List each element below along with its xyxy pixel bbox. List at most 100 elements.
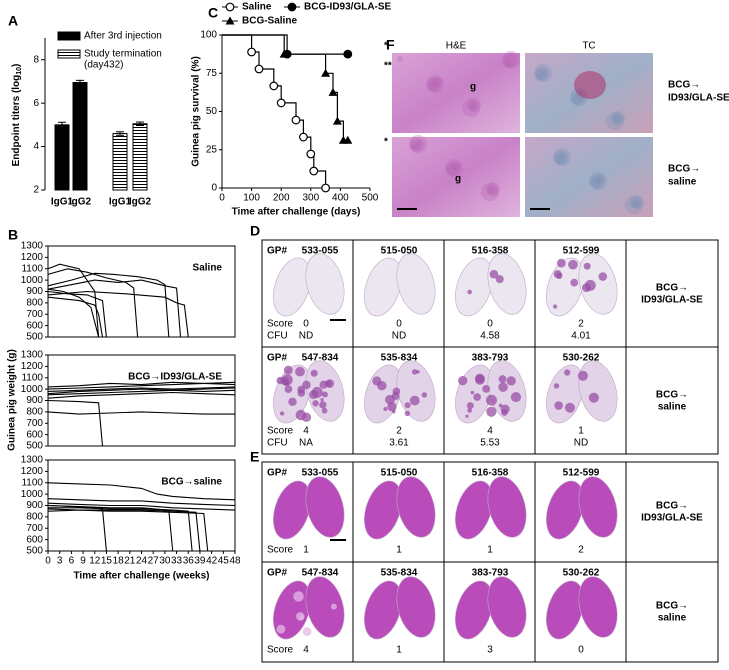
y-tick-label: 700 xyxy=(26,418,43,429)
lesion xyxy=(404,410,411,417)
y-tick-label: 1200 xyxy=(21,361,44,372)
x-tick-label: 33 xyxy=(171,556,183,567)
cfu-value: 3.61 xyxy=(389,438,409,449)
lung-lobe xyxy=(578,576,618,638)
legend-swatch xyxy=(57,49,81,59)
tissue-texture xyxy=(541,69,547,75)
annotation: * xyxy=(384,41,388,52)
group-label: BCG→ xyxy=(656,390,688,401)
lesion xyxy=(310,369,318,377)
x-tick-label: 300 xyxy=(302,193,319,204)
lesion xyxy=(498,382,508,392)
weight-line xyxy=(47,290,107,338)
score-value: 0 xyxy=(578,645,584,656)
subplot-title: Saline xyxy=(193,263,223,274)
x-tick-label: 400 xyxy=(332,193,349,204)
tissue-texture xyxy=(560,153,566,159)
tissue-texture xyxy=(536,70,546,80)
marker xyxy=(343,135,353,144)
y-tick-label: 500 xyxy=(26,441,43,452)
lesion xyxy=(465,414,469,418)
row-label: ID93/GLA-SE xyxy=(668,93,729,104)
cfu-value: 4.58 xyxy=(480,331,500,342)
gp-id: 512-599 xyxy=(563,246,600,257)
lesion xyxy=(295,409,307,421)
cfu-label: CFU xyxy=(267,438,288,449)
x-tick-label: 30 xyxy=(159,556,171,567)
tissue-marker: g xyxy=(455,174,461,185)
lesion xyxy=(556,258,566,268)
y-tick-label: 700 xyxy=(26,523,43,534)
tissue-texture xyxy=(410,138,424,152)
x-tick-label: 200 xyxy=(273,193,290,204)
y-tick-label: 1000 xyxy=(21,275,44,286)
cfu-value: NA xyxy=(299,438,313,449)
score-value: 1 xyxy=(303,545,309,556)
lung-lobe xyxy=(546,580,584,640)
y-axis-label: Endpoint titers (log10) xyxy=(11,64,23,167)
tissue-texture xyxy=(428,81,438,91)
y-tick-label: 6 xyxy=(33,98,39,109)
lesion xyxy=(473,393,481,401)
lung-lobe xyxy=(487,476,527,538)
lesion xyxy=(302,627,312,636)
tissue-texture xyxy=(631,198,641,208)
lung-lobe xyxy=(487,253,527,315)
tissue-texture xyxy=(411,141,421,151)
bar xyxy=(132,123,148,191)
lesion xyxy=(411,369,418,375)
y-axis-label-part: Endpoint titers (log xyxy=(11,75,22,167)
y-tick-label: 500 xyxy=(26,546,43,557)
gp-label: GP# xyxy=(267,568,287,579)
y-tick-label: 25 xyxy=(206,144,218,155)
lesion xyxy=(284,385,293,393)
x-tick-label: 9 xyxy=(80,556,86,567)
x-tick-label: IgG1 xyxy=(51,197,74,208)
lesion xyxy=(467,289,472,295)
lesion xyxy=(293,591,304,602)
lesion xyxy=(288,397,297,407)
score-value: 4 xyxy=(487,426,493,437)
x-tick-label: 3 xyxy=(57,556,63,567)
x-tick-label: 24 xyxy=(136,556,148,567)
x-tick-label: 48 xyxy=(229,556,241,567)
lesion xyxy=(500,404,510,414)
weight-line xyxy=(47,502,236,511)
lesion xyxy=(564,402,575,413)
tissue-texture xyxy=(556,157,562,163)
score-label: Score xyxy=(267,545,294,556)
gp-id: 533-055 xyxy=(302,246,339,257)
tissue-texture xyxy=(432,77,442,87)
lung-lobe xyxy=(364,257,402,317)
gp-id: 383-793 xyxy=(472,353,509,364)
tissue-texture xyxy=(427,78,441,92)
lesion xyxy=(320,398,324,402)
y-tick-label: 900 xyxy=(26,286,43,297)
subplot-title: BCG→ID93/GLA-SE xyxy=(128,372,222,383)
annotation: * xyxy=(384,137,388,148)
lesion xyxy=(319,401,327,409)
y-tick-label: 1100 xyxy=(21,477,43,488)
tissue-marker: g xyxy=(470,82,476,93)
tissue-texture xyxy=(537,73,543,79)
tissue-texture xyxy=(397,56,403,62)
lesion xyxy=(391,392,400,400)
score-value: 1 xyxy=(396,645,402,656)
lesion xyxy=(498,375,507,384)
gp-id: 512-599 xyxy=(563,468,600,479)
tissue-texture xyxy=(486,182,500,196)
weight-line xyxy=(47,279,182,338)
lung-lobe xyxy=(396,476,436,538)
gp-id: 516-358 xyxy=(472,246,509,257)
lesion xyxy=(321,407,328,414)
y-tick-label: 2 xyxy=(33,185,39,196)
gp-label: GP# xyxy=(267,468,287,479)
x-tick-label: 100 xyxy=(243,193,260,204)
y-tick-label: 800 xyxy=(26,512,43,523)
lesion xyxy=(482,384,491,393)
tissue-texture xyxy=(452,164,458,170)
tissue-texture xyxy=(481,183,499,201)
score-value: 1 xyxy=(487,545,493,556)
tissue-texture xyxy=(469,104,475,110)
tissue-texture xyxy=(596,177,602,183)
